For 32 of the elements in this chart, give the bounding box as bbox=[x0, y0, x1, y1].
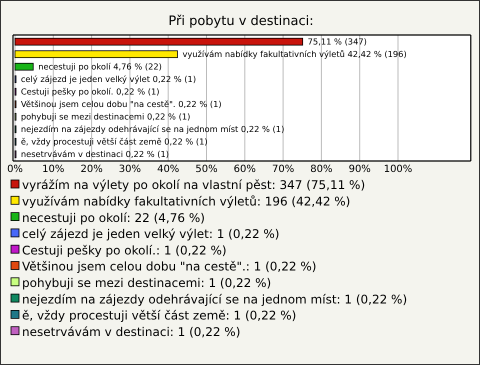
x-tick-label: 50% bbox=[195, 164, 218, 175]
data-label: celý zájezd je jeden velký výlet 0,22 % (1) bbox=[20, 74, 196, 84]
x-tick-label: 100% bbox=[384, 164, 412, 175]
x-tick-label: 30% bbox=[118, 164, 142, 175]
legend-label: ě, vždy procestuji větší část země: 1 (0,22 %) bbox=[22, 308, 296, 323]
data-label: necestuji po okolí 4,76 % (22) bbox=[38, 62, 162, 72]
x-tick-label: 10% bbox=[42, 164, 64, 175]
data-label: Cestuji pešky po okolí. 0,22 % (1) bbox=[20, 86, 160, 97]
x-tick-label: 90% bbox=[348, 164, 371, 175]
x-tick-label: 60% bbox=[234, 164, 256, 175]
data-label: pohybuji se mezi destinacemi 0,22 % (1) bbox=[20, 112, 190, 122]
legend-label: nesetrvávám v destinaci: 1 (0,22 %) bbox=[22, 324, 240, 339]
data-label: ě, vždy procestuji větší část země 0,22 % (1) bbox=[20, 136, 208, 147]
x-tick-label: 40% bbox=[157, 164, 180, 175]
data-label: 75,11 % (347) bbox=[308, 36, 367, 47]
data-label: Většinou jsem celou dobu "na cestě". 0,22 % (1) bbox=[20, 99, 222, 110]
x-tick-label: 80% bbox=[310, 164, 333, 175]
chart-title: Při pobytu v destinaci: bbox=[168, 14, 314, 29]
legend-label: celý zájezd je jeden velký výlet: 1 (0,22 %) bbox=[22, 227, 280, 242]
data-label: nejezdím na zájezdy odehrávající se na jednom míst 0,22 % (1) bbox=[20, 124, 284, 134]
legend-label: nejezdím na zájezdy odehrávající se na jednom míst: 1 (0,22 %) bbox=[22, 292, 408, 306]
legend-label: využívám nabídky fakultativních výletů: 196 (42,42 %) bbox=[22, 194, 350, 208]
legend-label: Většinou jsem celou dobu "na cestě".: 1 (0,22 %) bbox=[22, 260, 316, 274]
legend-label: pohybuji se mezi destinacemi: 1 (0,22 %) bbox=[22, 276, 272, 290]
data-label: nesetrvávám v destinaci 0,22 % (1) bbox=[20, 149, 170, 160]
data-label: využívám nabídky fakultativních výletů 42,42 % (196) bbox=[182, 49, 407, 60]
x-tick-label: 0% bbox=[7, 164, 23, 175]
x-tick-label: 20% bbox=[80, 164, 103, 175]
legend-label: vyrážím na výlety po okolí na vlastní pěst: 347 (75,11 %) bbox=[22, 178, 366, 192]
legend-label: necestuji po okolí: 22 (4,76 %) bbox=[22, 210, 205, 225]
x-tick-label: 70% bbox=[272, 164, 294, 175]
legend-label: Cestuji pešky po okolí.: 1 (0,22 %) bbox=[22, 243, 227, 258]
